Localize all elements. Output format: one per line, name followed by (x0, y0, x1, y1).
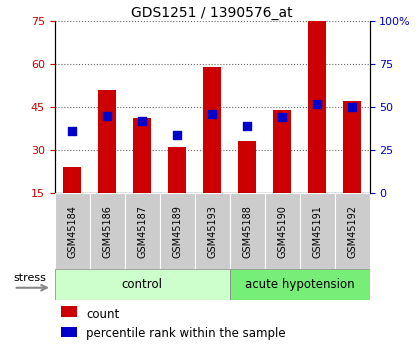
Text: acute hypotension: acute hypotension (245, 278, 354, 291)
Text: stress: stress (13, 273, 47, 283)
Bar (194, 193, 230, 269)
Bar (55, 193, 89, 269)
Bar (299, 193, 335, 269)
Bar (98, 90, 116, 193)
Bar (230, 193, 265, 269)
Bar (230, 269, 370, 300)
Bar (203, 67, 221, 193)
Bar (273, 110, 291, 193)
Point (314, 101, 320, 106)
Point (209, 111, 215, 117)
Text: count: count (86, 308, 119, 321)
Bar (61, 327, 77, 337)
Title: GDS1251 / 1390576_at: GDS1251 / 1390576_at (131, 6, 293, 20)
Point (139, 118, 145, 124)
Bar (125, 193, 160, 269)
Text: GSM45190: GSM45190 (277, 205, 287, 258)
Point (244, 123, 250, 129)
Bar (89, 193, 125, 269)
Bar (335, 193, 370, 269)
Bar (265, 193, 299, 269)
Text: GSM45187: GSM45187 (137, 205, 147, 258)
Bar (308, 21, 326, 193)
Bar (239, 141, 256, 193)
Bar (55, 269, 230, 300)
Bar (63, 167, 81, 193)
Text: GSM45184: GSM45184 (67, 205, 77, 258)
Text: control: control (122, 278, 163, 291)
Point (104, 113, 110, 118)
Bar (160, 193, 194, 269)
Text: GSM45192: GSM45192 (347, 205, 357, 258)
Text: GSM45186: GSM45186 (102, 205, 112, 258)
Text: GSM45188: GSM45188 (242, 205, 252, 258)
Bar (134, 118, 151, 193)
Point (279, 115, 286, 120)
Text: GSM45193: GSM45193 (207, 205, 217, 258)
Text: GSM45189: GSM45189 (172, 205, 182, 258)
Bar (344, 101, 361, 193)
Bar (61, 306, 77, 317)
Text: GSM45191: GSM45191 (312, 205, 322, 258)
Point (349, 104, 355, 110)
Text: percentile rank within the sample: percentile rank within the sample (86, 327, 286, 340)
Point (174, 132, 181, 137)
Point (69, 128, 76, 134)
Bar (168, 147, 186, 193)
